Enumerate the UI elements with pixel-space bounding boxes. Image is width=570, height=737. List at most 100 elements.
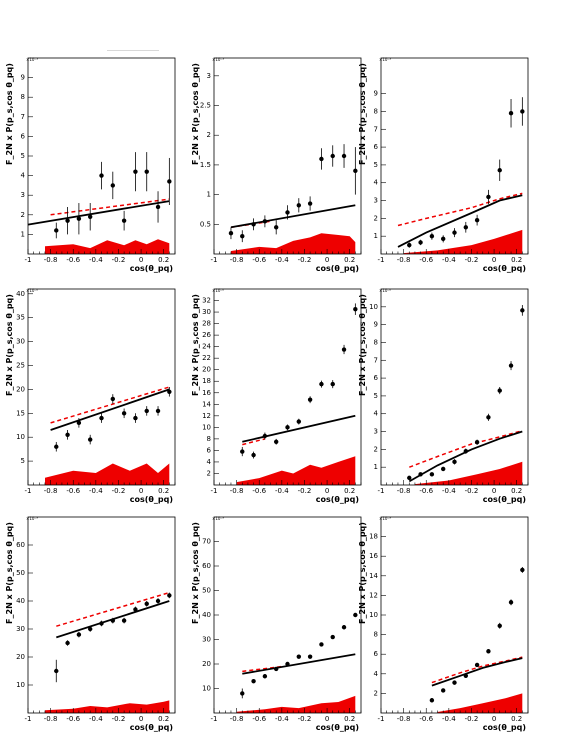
data-point [54,228,59,233]
x-axis-label: cos(θ_pq) [483,495,526,504]
x-tick-label: 0.2 [158,715,169,723]
x-axis-label: cos(θ_pq) [130,723,173,732]
x-tick-label: -0.8 [397,256,411,264]
data-point [285,661,290,667]
data-point [251,452,256,458]
data-point [520,567,525,573]
data-point [520,308,525,313]
y-tick-label: 6 [207,446,212,454]
data-point [319,156,324,162]
x-tick-label: -0.6 [66,715,80,723]
y-tick-label: 15 [16,409,25,417]
x-tick-label: 0.2 [158,256,169,264]
data-point [429,698,435,703]
y-tick-label: 20 [202,366,211,374]
y-tick-label: 50 [202,587,211,595]
y-axis-label: F_2N x P(p_s,cos θ_pq) [191,63,200,165]
data-point [262,433,268,439]
y-tick-label: 10 [202,423,211,431]
x-tick-label: -0.2 [298,256,312,264]
data-point [330,634,335,640]
y-tick-label: 16 [369,552,378,560]
uncertainty-band [403,229,523,254]
y-tick-label: 1 [374,463,378,471]
uncertainty-band [414,461,523,485]
y-tick-label: 5 [374,161,378,169]
y-tick-label: 6 [21,132,26,140]
data-point [307,654,313,659]
x-tick-label: -0.2 [465,487,479,495]
y-tick-label: 10 [369,303,378,311]
data-point [65,218,70,223]
y-tick-label: 20 [16,385,25,393]
data-point [285,425,290,430]
data-point [497,623,502,628]
y-exponent-label: ×10⁻⁶ [26,288,39,293]
y-exponent-label: ×10⁻⁶ [379,288,392,293]
data-point [440,466,446,472]
y-tick-label: 8 [21,93,25,101]
data-point [429,233,435,239]
x-axis-label: cos(θ_pq) [316,264,359,273]
x-tick-label: -1 [25,256,32,264]
uncertainty-band [231,233,356,254]
y-exponent-label: ×10⁻⁹ [379,516,392,521]
dashed-model-curve [50,198,170,216]
data-point [240,691,245,696]
y-tick-label: 6 [374,143,379,151]
y-tick-label: 40 [16,290,25,298]
y-tick-label: 4 [374,179,379,187]
x-tick-label: -0.4 [442,256,456,264]
data-point [167,389,172,394]
y-tick-label: 2 [21,211,25,219]
y-tick-label: 5 [374,392,378,400]
x-tick-label: -0.2 [112,256,126,264]
data-point [133,169,138,174]
x-tick-label: -1 [211,715,218,723]
x-axis-label: cos(θ_pq) [483,723,526,732]
y-tick-label: 20 [202,660,211,668]
data-point [319,642,324,647]
uncertainty-band [45,463,170,485]
x-tick-label: 0 [492,256,496,264]
chart-panel-7: -1 -0.8 -0.6 -0.4 -0.2 0 0.2 10 20 30 40 50 60 ×10⁻⁹ F… [5,516,176,732]
y-tick-label: 10 [369,611,378,619]
chart-panel-1: -1 -0.8 -0.6 -0.4 -0.2 0 0.2 1 2 3 4 5 6 7 8 9 ×10⁻³ F_2N… [5,57,176,273]
data-point [144,169,149,174]
y-tick-label: 30 [202,636,211,644]
x-tick-label: -1 [378,256,385,264]
data-point [240,233,245,239]
data-point [440,236,446,242]
data-point [121,411,127,416]
x-tick-label: -0.6 [419,487,433,495]
data-point [497,388,502,393]
data-point [520,109,525,114]
data-point [452,680,457,685]
x-tick-label: 0 [492,487,496,495]
data-point [463,673,469,678]
x-tick-label: 0.2 [158,487,169,495]
x-tick-label: 0 [492,715,496,723]
y-tick-label: 12 [202,412,211,420]
x-tick-label: -0.6 [66,256,80,264]
y-axis-label: F_2N x P(p_s,cos θ_pq) [5,63,14,165]
x-tick-label: -0.4 [275,715,289,723]
plot-frame [380,57,529,255]
x-tick-label: -1 [211,256,218,264]
x-tick-label: -0.4 [442,715,456,723]
data-point [330,381,335,387]
y-tick-label: 40 [16,597,25,605]
data-point [273,666,279,672]
data-point [452,459,457,465]
dashed-model-curve [409,429,523,468]
dashed-model-curve [242,438,266,446]
data-point [54,444,59,449]
y-tick-label: 10 [16,681,25,689]
data-point [330,153,335,159]
x-tick-label: -0.8 [230,715,244,723]
x-tick-label: -1 [25,487,32,495]
y-tick-label: 16 [202,389,211,397]
y-tick-label: 2.5 [200,102,211,110]
data-point [87,626,93,632]
